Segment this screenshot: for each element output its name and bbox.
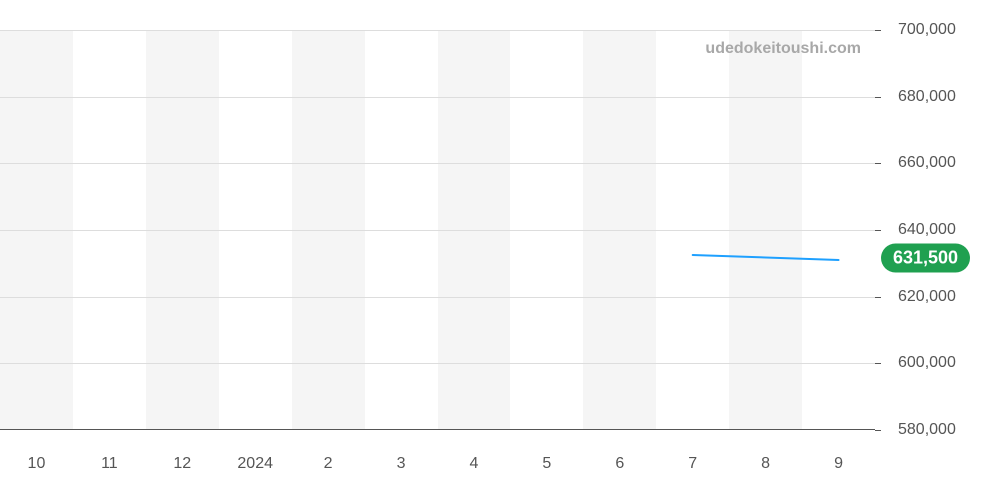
x-axis-label: 2024 [237,455,273,473]
current-value-text: 631,500 [893,248,958,269]
y-axis-label: 620,000 [898,288,956,306]
x-axis-label: 8 [761,455,770,473]
watermark-text: udedokeitoushi.com [705,40,861,58]
y-tick [875,163,881,164]
y-tick [875,363,881,364]
x-axis-label: 5 [542,455,551,473]
x-axis-label: 11 [101,455,118,473]
y-tick [875,97,881,98]
price-line [0,0,1000,500]
x-axis-label: 3 [397,455,406,473]
y-axis-label: 700,000 [898,21,956,39]
y-tick [875,30,881,31]
y-axis-label: 660,000 [898,154,956,172]
x-axis-label: 4 [470,455,479,473]
x-axis-label: 2 [324,455,333,473]
y-axis-label: 580,000 [898,421,956,439]
x-axis-label: 9 [834,455,843,473]
x-axis-label: 10 [28,455,46,473]
y-axis-label: 600,000 [898,354,956,372]
current-value-badge: 631,500 [881,244,970,273]
price-chart: 631,500 udedokeitoushi.com 580,000 600,00… [0,0,1000,500]
y-axis-label: 680,000 [898,88,956,106]
x-axis-label: 6 [615,455,624,473]
x-axis-label: 7 [688,455,697,473]
y-axis-label: 640,000 [898,221,956,239]
y-tick [875,297,881,298]
y-tick [875,230,881,231]
x-axis-label: 12 [173,455,191,473]
y-tick [875,430,881,431]
